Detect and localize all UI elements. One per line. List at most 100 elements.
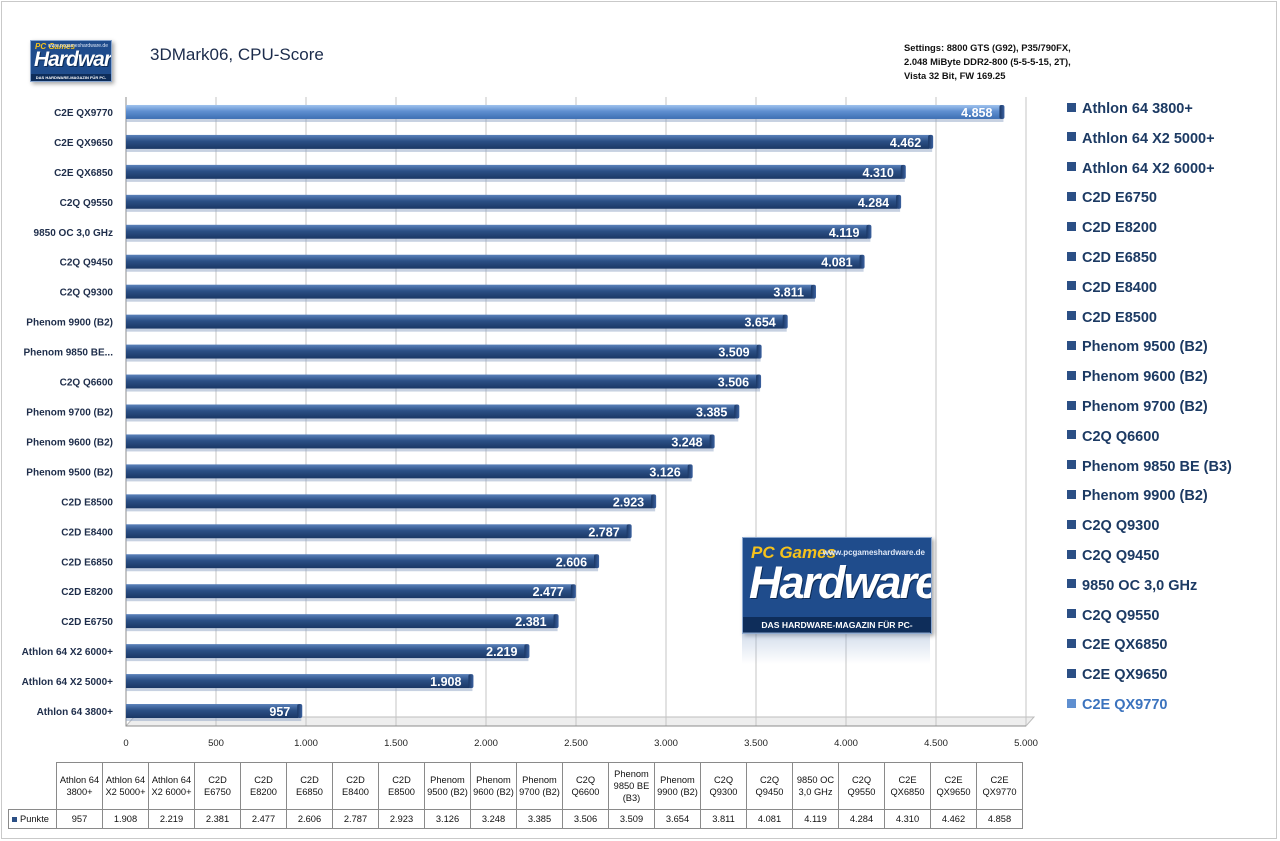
- table-header-cell: 9850 OC 3,0 GHz: [792, 762, 839, 810]
- bar-end-cap: [734, 404, 740, 419]
- bar-shadow: [126, 118, 1004, 122]
- legend-label: C2Q Q9550: [1082, 607, 1160, 624]
- bar: [126, 314, 784, 329]
- bar-shadow: [126, 328, 787, 332]
- table-header-cell: C2Q Q9300: [700, 762, 747, 810]
- legend-label: C2D E8500: [1082, 309, 1157, 326]
- bar: [126, 614, 555, 629]
- legend-swatch: [1067, 192, 1076, 202]
- bar: [126, 404, 736, 419]
- legend-swatch: [1067, 698, 1076, 708]
- y-tick-label: C2Q Q6600: [60, 378, 114, 389]
- table-value-cell: 957: [56, 809, 103, 829]
- table-value-cell: 2.219: [148, 809, 195, 829]
- bar-shadow: [126, 208, 901, 212]
- legend-item: C2D E8200: [1067, 220, 1272, 238]
- y-tick-label: C2D E8200: [61, 587, 113, 598]
- x-tick-label: 1.500: [384, 738, 408, 749]
- bar-shadow: [126, 628, 558, 632]
- table-value-cell: 2.381: [194, 809, 241, 829]
- x-tick-label: 3.000: [654, 738, 678, 749]
- legend-item: C2Q Q6600: [1067, 429, 1272, 447]
- bar-value-label: 4.081: [821, 256, 852, 270]
- bar-group: 3.811: [126, 284, 816, 302]
- y-tick-label: Phenom 9900 (B2): [26, 318, 113, 329]
- table-value-cell: 1.908: [102, 809, 149, 829]
- y-tick-label: C2Q Q9550: [60, 198, 114, 209]
- legend-label: C2E QX6850: [1082, 637, 1168, 654]
- legend-item: Athlon 64 X2 5000+: [1067, 131, 1272, 149]
- bar-group: 2.787: [126, 524, 632, 542]
- legend-label: Phenom 9850 BE (B3): [1082, 458, 1232, 475]
- table-header-cell: Phenom 9500 (B2): [424, 762, 471, 810]
- bar-group: 2.923: [126, 494, 657, 512]
- y-tick-label: C2E QX9650: [54, 138, 113, 149]
- bar-value-label: 3.506: [718, 376, 749, 390]
- bar-shadow: [126, 178, 905, 182]
- legend-item: C2D E8500: [1067, 310, 1272, 328]
- bar: [126, 464, 689, 479]
- y-tick-label: C2D E8500: [61, 497, 113, 508]
- bar-group: 2.219: [126, 644, 530, 662]
- table-value-cell: 3.385: [516, 809, 563, 829]
- bar-end-cap: [570, 584, 576, 599]
- bar-group: 3.654: [126, 314, 788, 332]
- legend-swatch: [1067, 281, 1076, 291]
- bar-value-label: 3.126: [649, 465, 680, 479]
- x-tick-label: 4.500: [924, 738, 948, 749]
- y-tick-label: Phenom 9700 (B2): [26, 408, 113, 419]
- y-tick-label: Phenom 9500 (B2): [26, 467, 113, 478]
- legend-item: Athlon 64 X2 6000+: [1067, 161, 1272, 179]
- bar: [126, 344, 758, 359]
- bar-end-cap: [999, 104, 1005, 119]
- bar-group: 4.462: [126, 134, 934, 152]
- bar-shadow: [126, 388, 761, 392]
- table-value-cell: 4.310: [884, 809, 931, 829]
- legend-swatch: [1067, 370, 1076, 380]
- legend-item: C2Q Q9300: [1067, 518, 1272, 536]
- bar: [126, 554, 596, 569]
- table-header-cell: Phenom 9900 (B2): [654, 762, 701, 810]
- bar-value-label: 3.385: [696, 406, 727, 420]
- y-tick-label: Phenom 9600 (B2): [26, 437, 113, 448]
- data-table: Athlon 64 3800+ Athlon 64 X2 5000+ Athlon …: [8, 762, 1023, 829]
- legend-item: Phenom 9500 (B2): [1067, 339, 1272, 357]
- legend-label: Phenom 9500 (B2): [1082, 339, 1208, 356]
- x-tick-label: 5.000: [1014, 738, 1038, 749]
- legend-label: Phenom 9700 (B2): [1082, 399, 1208, 415]
- table-value-cell: 4.119: [792, 809, 839, 829]
- legend-swatch: [1067, 609, 1076, 619]
- legend-label: C2Q Q9450: [1082, 548, 1160, 564]
- bar-group: 3.385: [126, 404, 740, 422]
- bar-end-cap: [468, 674, 474, 689]
- bar-value-label: 2.923: [613, 495, 644, 509]
- bar: [126, 374, 758, 389]
- bar: [126, 584, 572, 599]
- legend-label: C2E QX9770: [1082, 697, 1168, 713]
- table-header-cell: C2E QX6850: [884, 762, 931, 810]
- legend-item: C2D E6750: [1067, 190, 1272, 208]
- x-tick-label: 1.000: [294, 738, 318, 749]
- bar-end-cap: [553, 614, 559, 629]
- bar-end-cap: [297, 704, 303, 719]
- bar: [126, 434, 711, 449]
- pcgh-logo-small: PC Games www.pcgameshardware.de Hardware…: [30, 40, 112, 82]
- bar-end-cap: [866, 224, 872, 239]
- bar-shadow: [126, 238, 871, 242]
- bar-end-cap: [626, 524, 632, 539]
- table-header-cell: Phenom 9600 (B2): [470, 762, 517, 810]
- bar-value-label: 957: [269, 705, 290, 719]
- legend-swatch: [1067, 460, 1076, 470]
- table-header-cell: Phenom 9700 (B2): [516, 762, 563, 810]
- bar-group: 4.081: [126, 254, 865, 272]
- y-tick-label: C2D E8400: [61, 527, 113, 538]
- table-value-cell: 2.787: [332, 809, 379, 829]
- legend-item: Phenom 9600 (B2): [1067, 369, 1272, 387]
- y-tick-label: C2E QX9770: [54, 108, 113, 119]
- bar-end-cap: [709, 434, 715, 449]
- legend-label: C2E QX9650: [1082, 667, 1168, 684]
- legend-label: Athlon 64 3800+: [1082, 101, 1193, 117]
- legend-item: C2D E8400: [1067, 280, 1272, 298]
- bar-end-cap: [524, 644, 530, 659]
- bar-value-label: 3.509: [718, 346, 749, 360]
